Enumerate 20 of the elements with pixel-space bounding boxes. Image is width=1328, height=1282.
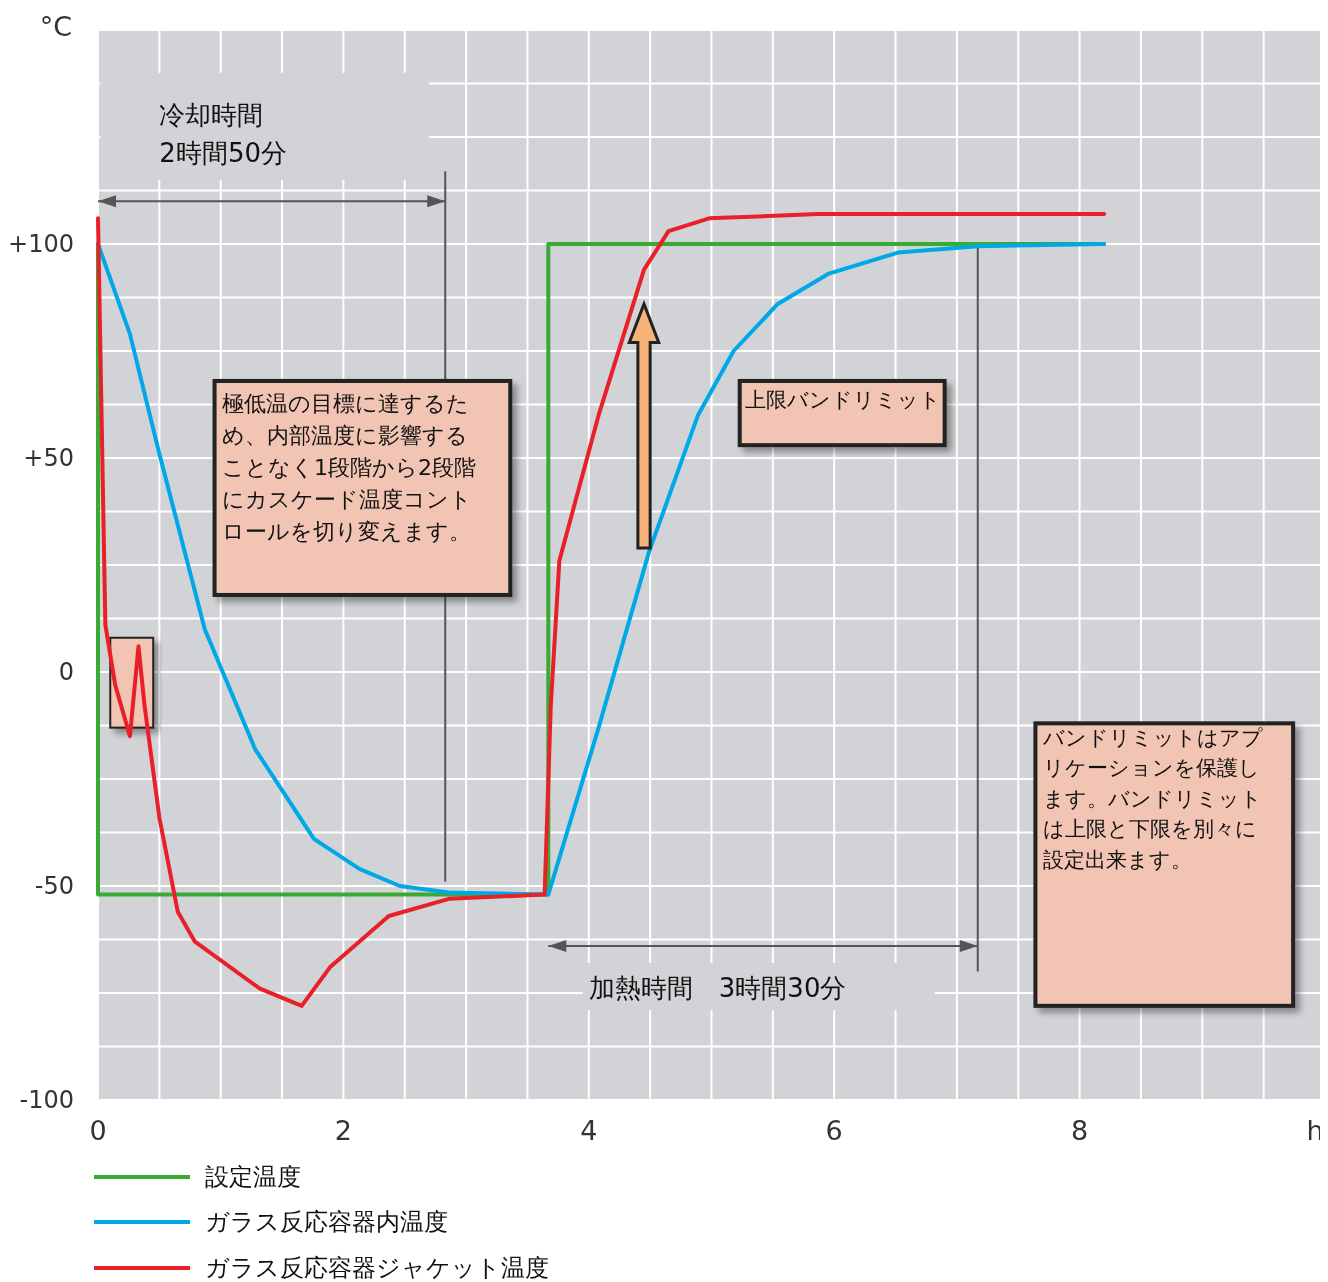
x-tick-label: 4 (580, 1115, 598, 1146)
annotation: 加熱時間 3時間30分 (588, 973, 847, 1004)
legend-label: ガラス反応容器ジャケット温度 (205, 1254, 549, 1282)
annotation: バンドリミットはアプリケーションを保護します。バンドリミットは上限と下限を別々に設定出来ます。 (1041, 725, 1263, 872)
y-tick-label: -50 (34, 872, 74, 901)
annotation: 極低温の目標に達するため、内部温度に影響することなく1段階から2段階にカスケード温度コントロールを切り変えます。 (221, 390, 476, 544)
y-tick-label: 0 (58, 658, 74, 687)
legend-label: ガラス反応容器内温度 (205, 1208, 448, 1237)
y-tick-label: +50 (23, 444, 74, 473)
x-tick-label: 2 (334, 1115, 352, 1146)
x-tick-label: 0 (89, 1115, 107, 1146)
x-tick-label: 6 (825, 1115, 843, 1146)
annotation: 上限バンドリミット (744, 387, 941, 412)
annotation: 冷却時間 2時間50分 (159, 100, 287, 168)
x-tick-label: 8 (1071, 1115, 1089, 1146)
legend-label: 設定温度 (205, 1163, 301, 1192)
y-tick-label: +100 (8, 230, 74, 259)
y-axis-title: °C (39, 11, 73, 42)
y-tick-label: -100 (19, 1086, 74, 1115)
line-series (96, 212, 1107, 1008)
